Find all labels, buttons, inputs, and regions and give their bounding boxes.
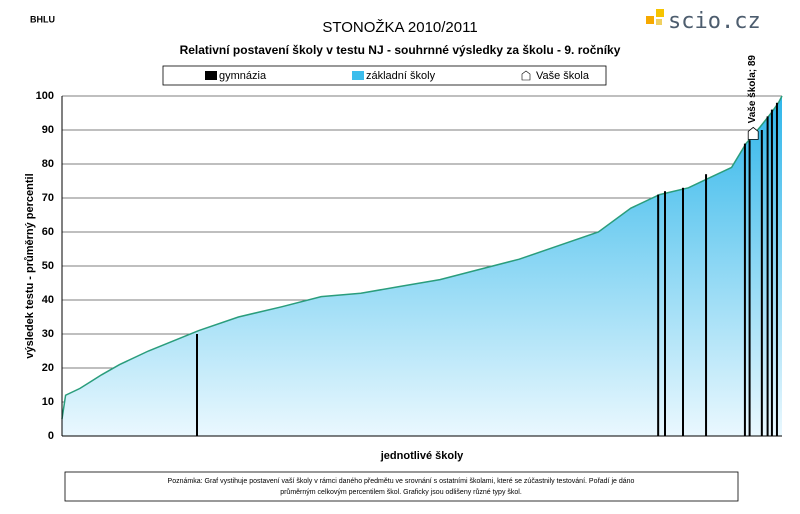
y-tick-label: 20 bbox=[42, 362, 54, 374]
bar bbox=[196, 334, 198, 436]
bar bbox=[682, 187, 684, 436]
logo-square bbox=[656, 19, 662, 25]
y-tick-label: 100 bbox=[36, 90, 54, 102]
bar bbox=[760, 130, 763, 436]
bar bbox=[770, 109, 773, 436]
legend-swatch bbox=[521, 70, 531, 81]
y-tick-label: 90 bbox=[42, 124, 54, 136]
bar bbox=[775, 102, 778, 437]
y-tick-label: 40 bbox=[42, 294, 54, 306]
legend-label: základní školy bbox=[366, 70, 436, 82]
chart-title: STONOŽKA 2010/2011 bbox=[322, 19, 477, 36]
note-box bbox=[64, 471, 739, 502]
chart-subtitle: Relativní postavení školy v testu NJ - s… bbox=[180, 43, 621, 57]
area bbox=[62, 96, 782, 436]
y-axis-label: výsledek testu - průměrný percentil bbox=[24, 173, 36, 358]
legend-box bbox=[162, 65, 607, 86]
y-tick-label: 0 bbox=[48, 430, 54, 442]
y-tick-label: 50 bbox=[42, 260, 54, 272]
note: Poznámka: Graf vystihuje postavení vaší … bbox=[168, 478, 635, 485]
legend-swatch bbox=[352, 71, 364, 80]
y-tick-label: 70 bbox=[42, 192, 54, 204]
bar bbox=[743, 143, 746, 436]
legend-label: gymnázia bbox=[219, 70, 267, 82]
y-tick-label: 10 bbox=[42, 396, 54, 408]
bar bbox=[705, 174, 708, 436]
y-tick-label: 80 bbox=[42, 158, 54, 170]
school-marker bbox=[747, 126, 759, 140]
legend-swatch bbox=[205, 71, 217, 80]
logo-square bbox=[656, 9, 664, 17]
data-label: Vaše škola; 89 bbox=[747, 55, 758, 124]
logo-square bbox=[646, 16, 654, 24]
x-axis-label: jednotlivé školy bbox=[380, 450, 464, 462]
school-code: BHLU bbox=[30, 14, 55, 24]
area-line bbox=[61, 95, 783, 420]
bar bbox=[766, 116, 769, 437]
y-tick-label: 30 bbox=[42, 328, 54, 340]
note: průměrným celkovým percentilem škol. Gra… bbox=[280, 488, 522, 496]
y-tick-label: 60 bbox=[42, 226, 54, 238]
logo: scio.cz bbox=[668, 9, 761, 34]
bar bbox=[664, 191, 666, 436]
legend-label: Vaše škola bbox=[536, 70, 590, 82]
bar bbox=[657, 194, 660, 436]
bar bbox=[748, 140, 751, 436]
